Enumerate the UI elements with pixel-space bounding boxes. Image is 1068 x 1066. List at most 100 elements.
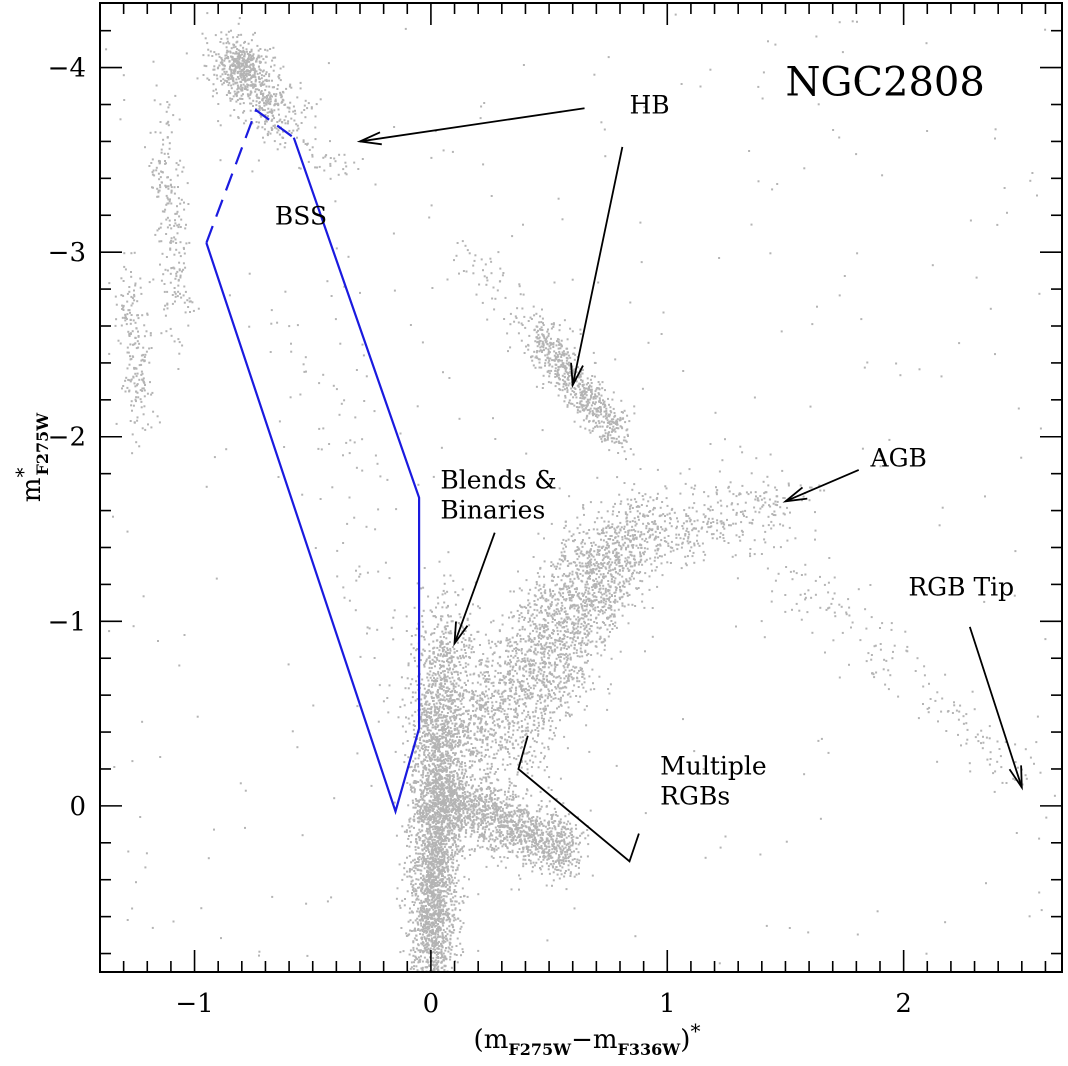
data-point (489, 733, 491, 736)
data-point (442, 814, 445, 817)
data-point (602, 587, 605, 590)
data-point (551, 620, 554, 623)
data-point (464, 665, 467, 668)
data-point (503, 811, 506, 814)
data-point (501, 807, 504, 810)
data-point (439, 858, 442, 861)
data-point (425, 874, 428, 877)
data-point (425, 709, 428, 712)
data-point (431, 898, 433, 901)
data-point (409, 830, 412, 833)
data-point (426, 844, 429, 847)
data-point (498, 709, 501, 712)
data-point (476, 790, 479, 793)
data-point (515, 796, 518, 798)
data-point (560, 836, 563, 838)
data-point (448, 819, 451, 822)
data-point (422, 941, 425, 944)
data-point (499, 672, 502, 674)
data-point (426, 922, 429, 925)
data-point (439, 869, 441, 872)
data-point (476, 788, 479, 791)
data-point (508, 815, 511, 818)
data-point (425, 816, 427, 819)
data-point (417, 886, 419, 889)
data-point (637, 587, 640, 589)
data-point (412, 724, 415, 727)
data-point (427, 812, 430, 815)
data-point (454, 872, 457, 875)
data-point (507, 650, 510, 653)
data-point (531, 677, 533, 680)
data-point (581, 541, 584, 543)
data-point (408, 766, 411, 769)
data-point (452, 858, 455, 861)
data-point (473, 791, 476, 794)
data-point (472, 795, 475, 798)
data-point (439, 926, 442, 929)
data-point (448, 873, 451, 876)
data-point (436, 897, 439, 900)
data-point (441, 826, 444, 828)
data-point (474, 665, 477, 668)
data-point (498, 789, 501, 792)
data-point (454, 825, 457, 828)
data-point (565, 857, 568, 860)
data-point (442, 929, 445, 932)
data-point (569, 618, 572, 621)
data-point (528, 858, 531, 861)
data-point (426, 897, 429, 900)
data-point (493, 675, 496, 678)
data-point (571, 570, 574, 573)
data-point (442, 794, 445, 797)
data-point (480, 658, 483, 661)
data-point (597, 591, 600, 593)
data-point (519, 810, 522, 813)
data-point (446, 778, 449, 781)
data-point (421, 865, 424, 868)
data-point (473, 822, 476, 825)
data-point (515, 649, 517, 652)
data-point (446, 741, 449, 744)
data-point (439, 804, 442, 807)
data-point (398, 904, 401, 907)
data-point (423, 814, 426, 817)
data-point (456, 795, 459, 797)
data-point (450, 892, 453, 895)
data-point (540, 845, 543, 847)
data-point (427, 816, 430, 819)
data-point (576, 588, 578, 591)
data-point (446, 933, 449, 936)
data-point (557, 639, 560, 642)
data-point (467, 734, 470, 737)
data-point (422, 915, 425, 918)
data-point (432, 787, 434, 789)
data-point (501, 695, 504, 698)
data-point (432, 838, 435, 841)
data-point (479, 833, 482, 836)
data-point (407, 824, 410, 827)
data-point (436, 906, 439, 909)
data-point (443, 816, 446, 819)
data-point (435, 791, 437, 794)
data-point (466, 674, 468, 677)
data-point (449, 746, 452, 749)
data-point (518, 804, 521, 807)
data-point (426, 926, 429, 929)
data-point (539, 588, 542, 591)
data-point (495, 836, 498, 839)
data-point (477, 801, 480, 804)
data-point (452, 794, 454, 797)
data-point (498, 831, 501, 834)
data-point (430, 895, 433, 898)
data-point (426, 780, 429, 783)
data-point (451, 790, 454, 792)
data-point (585, 595, 588, 598)
data-point (493, 802, 496, 805)
data-point (554, 820, 557, 823)
data-point (569, 832, 572, 835)
data-point (437, 891, 440, 894)
data-point (458, 810, 461, 813)
data-point (434, 797, 437, 800)
data-point (528, 668, 531, 671)
